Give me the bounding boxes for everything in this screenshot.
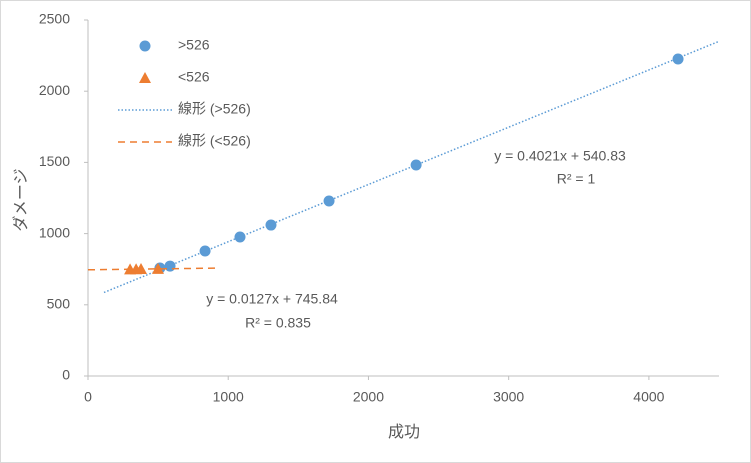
x-tick-label: 1000 — [213, 389, 244, 405]
trendline — [87, 267, 216, 271]
y-tick-label: 1000 — [39, 224, 70, 240]
marker-circle — [410, 159, 422, 171]
marker-triangle — [135, 263, 148, 275]
x-tick-label: 0 — [84, 389, 92, 405]
y-tick-label: 0 — [62, 367, 70, 383]
legend-label: 線形 (<526) — [178, 133, 251, 149]
marker-circle — [265, 219, 277, 231]
legend-label: >526 — [178, 37, 210, 53]
trendline-equation: y = 0.4021x + 540.83 — [494, 148, 626, 164]
legend-label: 線形 (>526) — [178, 101, 251, 117]
x-tick-label: 3000 — [493, 389, 524, 405]
marker-circle — [323, 195, 335, 207]
trendline-equation: y = 0.0127x + 745.84 — [206, 291, 338, 307]
trendline-r2: R² = 0.835 — [245, 315, 311, 331]
marker-circle — [234, 231, 246, 243]
y-tick-label: 2000 — [39, 82, 70, 98]
trendline-r2: R² = 1 — [557, 171, 596, 187]
marker-triangle — [151, 262, 164, 274]
y-tick-label: 2500 — [39, 11, 70, 27]
legend-marker — [139, 40, 151, 52]
y-tick-label: 500 — [47, 296, 71, 312]
x-tick-label: 4000 — [633, 389, 664, 405]
y-axis-title: ダメージ — [12, 168, 30, 231]
marker-circle — [199, 245, 211, 257]
x-axis-title: 成功 — [388, 423, 420, 441]
legend-marker — [139, 72, 151, 83]
marker-circle — [164, 260, 176, 272]
legend-label: <526 — [178, 69, 210, 85]
marker-circle — [672, 53, 684, 65]
y-tick-label: 1500 — [39, 153, 70, 169]
trendline — [103, 40, 720, 294]
x-tick-label: 2000 — [353, 389, 384, 405]
